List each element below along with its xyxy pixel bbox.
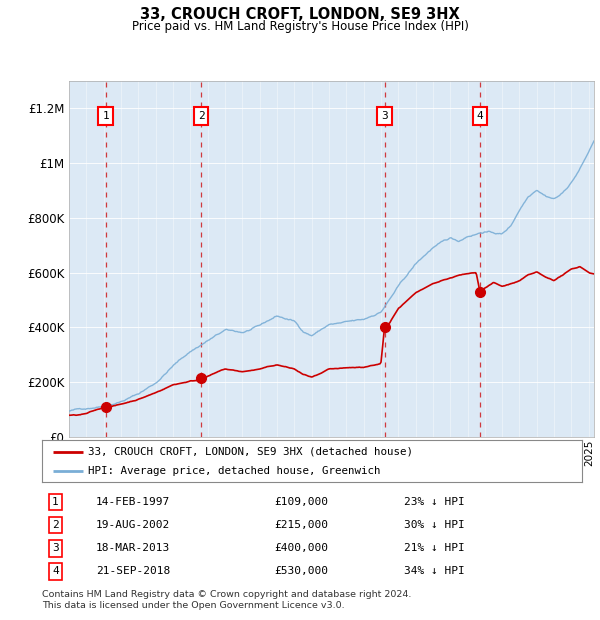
Text: 4: 4 [476, 111, 484, 122]
Text: 14-FEB-1997: 14-FEB-1997 [96, 497, 170, 507]
Text: 4: 4 [52, 566, 59, 576]
Text: 21-SEP-2018: 21-SEP-2018 [96, 566, 170, 576]
Text: £215,000: £215,000 [274, 520, 328, 530]
Text: £109,000: £109,000 [274, 497, 328, 507]
Text: 21% ↓ HPI: 21% ↓ HPI [404, 543, 464, 553]
Text: 3: 3 [381, 111, 388, 122]
Text: This data is licensed under the Open Government Licence v3.0.: This data is licensed under the Open Gov… [42, 601, 344, 611]
Text: Price paid vs. HM Land Registry's House Price Index (HPI): Price paid vs. HM Land Registry's House … [131, 20, 469, 33]
Text: 19-AUG-2002: 19-AUG-2002 [96, 520, 170, 530]
Text: 2: 2 [52, 520, 59, 530]
Text: 1: 1 [103, 111, 109, 122]
Text: 3: 3 [52, 543, 59, 553]
Text: 18-MAR-2013: 18-MAR-2013 [96, 543, 170, 553]
Text: 1: 1 [52, 497, 59, 507]
Text: 34% ↓ HPI: 34% ↓ HPI [404, 566, 464, 576]
Text: 33, CROUCH CROFT, LONDON, SE9 3HX: 33, CROUCH CROFT, LONDON, SE9 3HX [140, 7, 460, 22]
Text: Contains HM Land Registry data © Crown copyright and database right 2024.: Contains HM Land Registry data © Crown c… [42, 590, 412, 600]
Text: 23% ↓ HPI: 23% ↓ HPI [404, 497, 464, 507]
Text: 33, CROUCH CROFT, LONDON, SE9 3HX (detached house): 33, CROUCH CROFT, LONDON, SE9 3HX (detac… [88, 446, 413, 456]
Text: £530,000: £530,000 [274, 566, 328, 576]
Text: 2: 2 [198, 111, 205, 122]
Text: £400,000: £400,000 [274, 543, 328, 553]
Text: HPI: Average price, detached house, Greenwich: HPI: Average price, detached house, Gree… [88, 466, 380, 476]
Text: 30% ↓ HPI: 30% ↓ HPI [404, 520, 464, 530]
